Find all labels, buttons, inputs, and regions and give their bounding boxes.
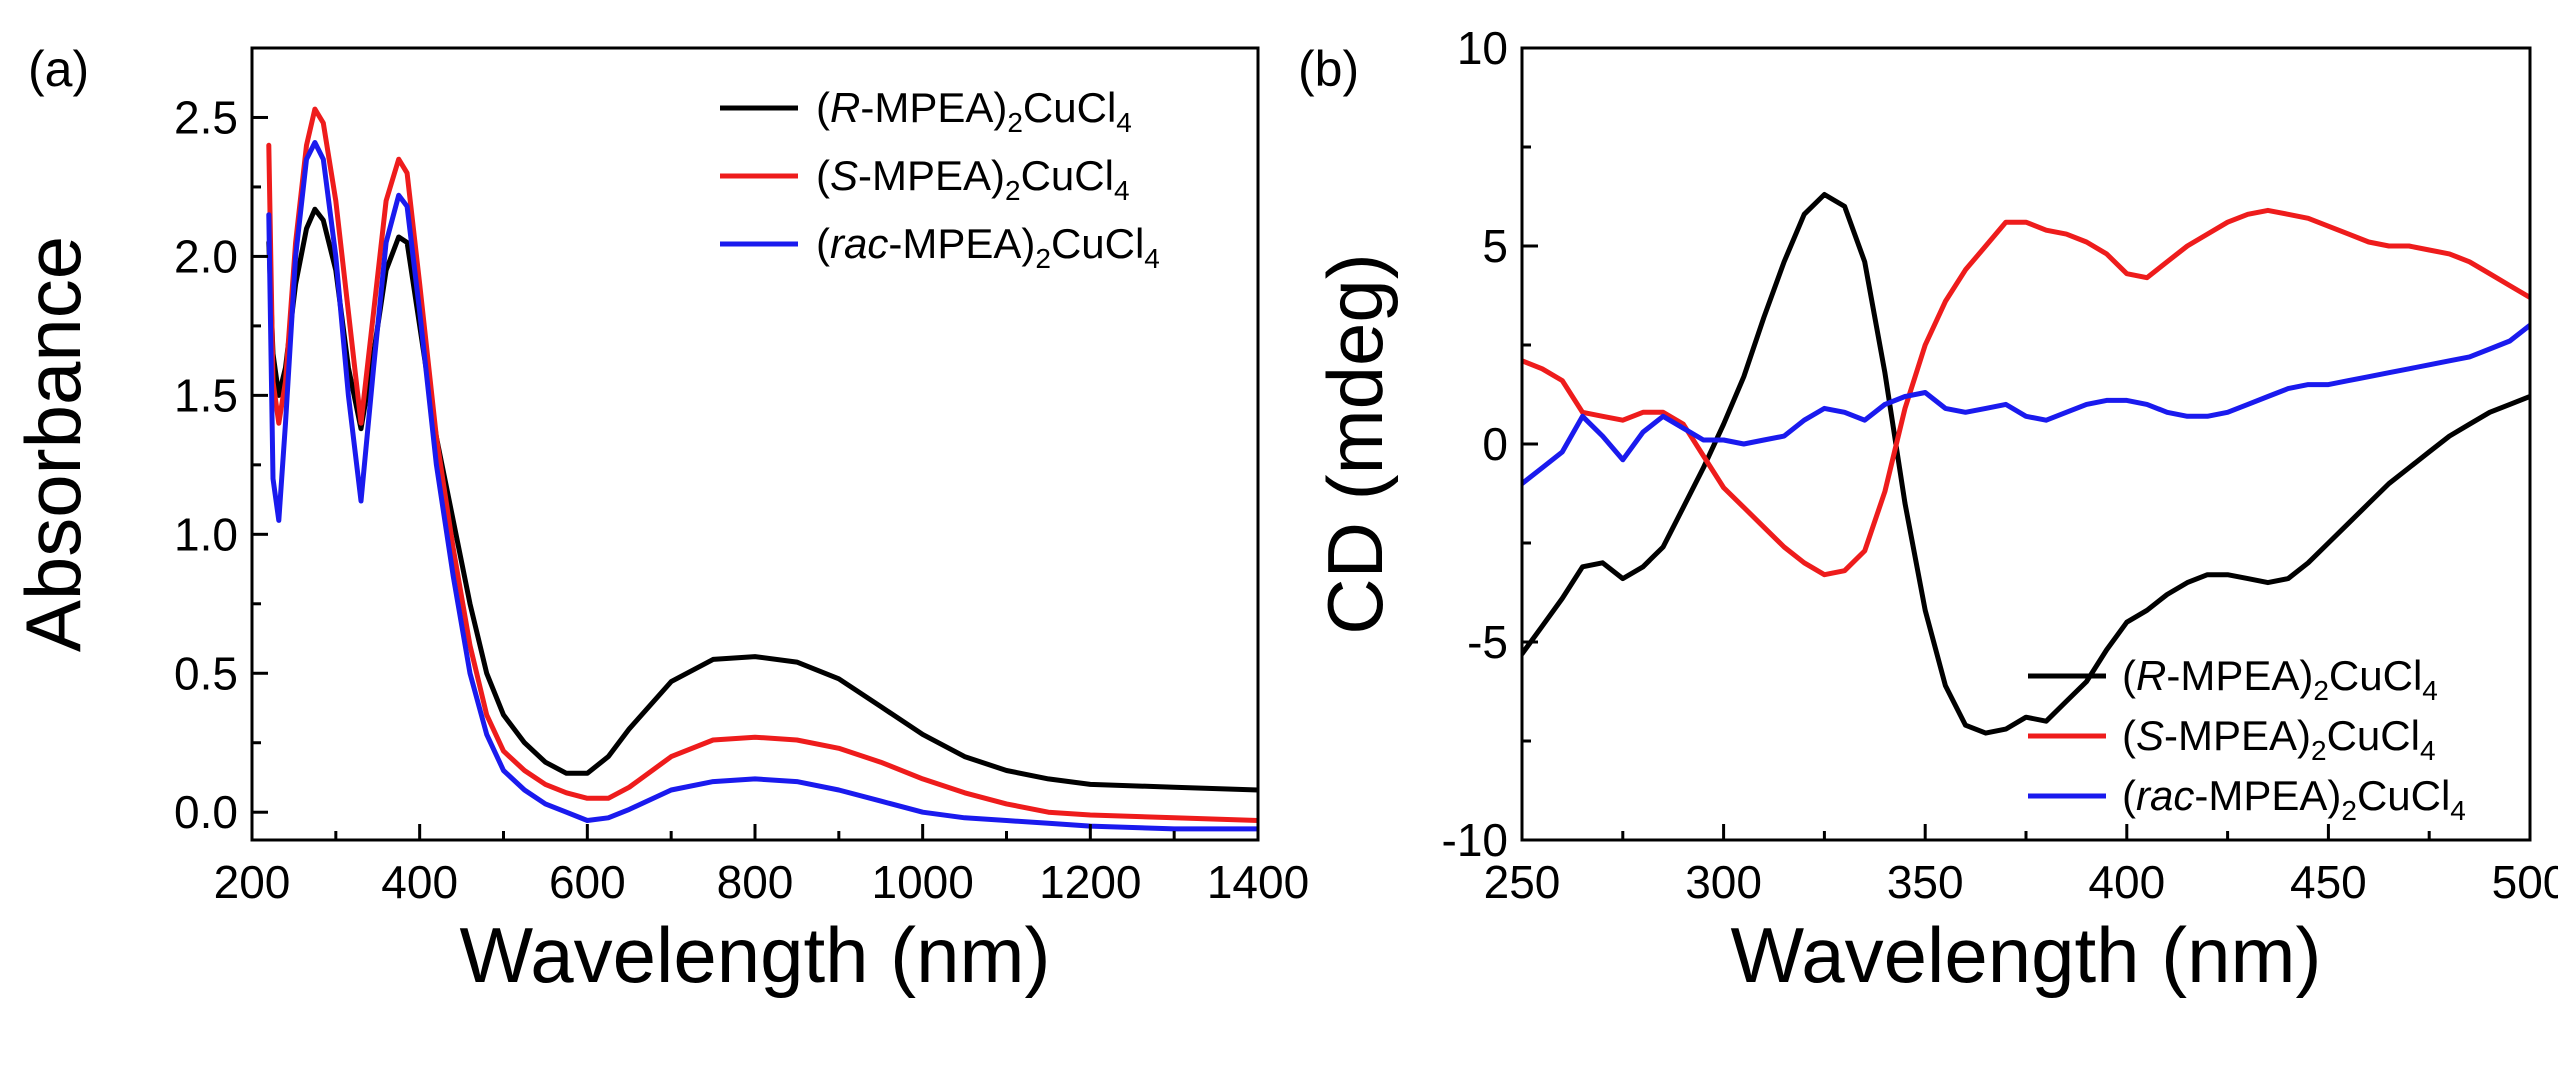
series-line-0 [1522,192,2530,736]
x-tick-label: 300 [1685,856,1762,908]
x-tick-label: 250 [1484,856,1561,908]
legend-entry-1: (S-MPEA)2CuCl4 [2122,712,2436,766]
x-tick-label: 800 [717,856,794,908]
x-axis-title: Wavelength (nm) [460,911,1051,999]
series-line-2 [266,140,1258,832]
x-tick-label: 400 [381,856,458,908]
series-line-0 [266,206,1258,793]
y-axis-title: CD (mdeg) [1311,253,1399,634]
y-tick-label: 0.0 [174,786,238,838]
y-tick-label: 5 [1482,220,1508,272]
y-tick-label: -10 [1442,814,1508,866]
y-tick-label: 0.5 [174,647,238,699]
panel-b: 250 300 350 400 450 500 -10 -5 0 5 10 Wavelength (n… [1298,22,2558,999]
legend-entry-0: (R-MPEA)2CuCl4 [2122,652,2438,706]
x-tick-label: 1400 [1207,856,1309,908]
series-line-1 [266,106,1258,823]
y-tick-label: 1.0 [174,508,238,560]
series-line-2 [1522,322,2530,487]
x-tick-label: 500 [2492,856,2558,908]
panel-a: 200 400 600 800 1000 1200 1400 0.0 0.5 1.0 1.5 2.0 2… [9,41,1309,999]
series-group [266,106,1258,832]
x-tick-label: 600 [549,856,626,908]
y-tick-label: 2.0 [174,230,238,282]
y-axis-title: Absorbance [9,236,97,652]
series-group [1522,192,2530,736]
legend-entry-2: (rac-MPEA)2CuCl4 [816,220,1160,274]
x-tick-label: 450 [2290,856,2367,908]
y-tick-label: 2.5 [174,91,238,143]
x-tick-label: 1000 [871,856,973,908]
x-axis-title: Wavelength (nm) [1731,911,2322,999]
y-tick-label: 0 [1482,418,1508,470]
y-tick-label: 1.5 [174,369,238,421]
series-line-1 [1522,207,2530,578]
x-tick-label: 1200 [1039,856,1141,908]
legend-entry-1: (S-MPEA)2CuCl4 [816,152,1130,206]
legend-entry-2: (rac-MPEA)2CuCl4 [2122,772,2466,826]
x-tick-label: 200 [214,856,291,908]
legend: (R-MPEA)2CuCl4 (S-MPEA)2CuCl4 (rac-MPEA)2C… [720,84,1160,274]
panel-label: (b) [1298,41,1359,97]
x-tick-label: 350 [1887,856,1964,908]
panel-label: (a) [28,41,89,97]
legend-entry-0: (R-MPEA)2CuCl4 [816,84,1132,138]
x-tick-label: 400 [2088,856,2165,908]
y-tick-label: -5 [1467,616,1508,668]
legend: (R-MPEA)2CuCl4 (S-MPEA)2CuCl4 (rac-MPEA)2C… [2028,652,2466,826]
y-tick-label: 10 [1457,22,1508,74]
